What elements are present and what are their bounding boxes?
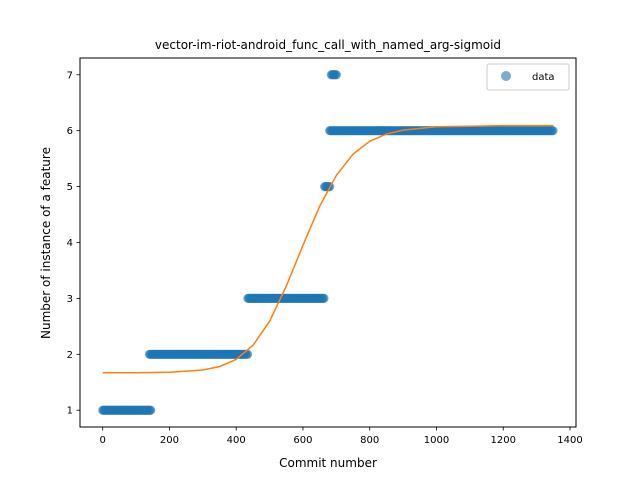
x-tick-label: 200 [160, 435, 179, 446]
x-tick-label: 1000 [424, 435, 449, 446]
x-tick-label: 600 [293, 435, 312, 446]
sigmoid-fit-line [102, 124, 554, 374]
y-tick-label: 5 [67, 182, 73, 193]
y-tick-label: 2 [67, 350, 73, 361]
chart-title: vector-im-riot-android_func_call_with_na… [155, 38, 501, 52]
data-point [331, 70, 341, 80]
x-tick-label: 1200 [491, 435, 516, 446]
y-tick-label: 4 [67, 238, 73, 249]
legend: data [486, 63, 570, 91]
plot-area-frame [79, 57, 577, 428]
legend-marker-data [501, 71, 511, 81]
legend-box [486, 63, 570, 91]
y-tick-label: 1 [67, 406, 73, 417]
x-tick-label: 0 [100, 435, 106, 446]
x-tick-label: 400 [227, 435, 246, 446]
data-point [242, 349, 253, 359]
legend-label-data: data [532, 72, 555, 83]
y-axis-label: Number of instance of a feature [39, 147, 53, 339]
x-axis-label: Commit number [279, 456, 377, 470]
x-tick-label: 800 [360, 435, 379, 446]
y-tick-label: 3 [67, 294, 73, 305]
data-point [146, 405, 156, 415]
data-point [319, 293, 329, 304]
data-point [548, 126, 558, 136]
y-tick-label: 6 [67, 126, 73, 137]
x-tick-label: 1400 [557, 435, 582, 446]
y-tick-label: 7 [67, 70, 73, 81]
